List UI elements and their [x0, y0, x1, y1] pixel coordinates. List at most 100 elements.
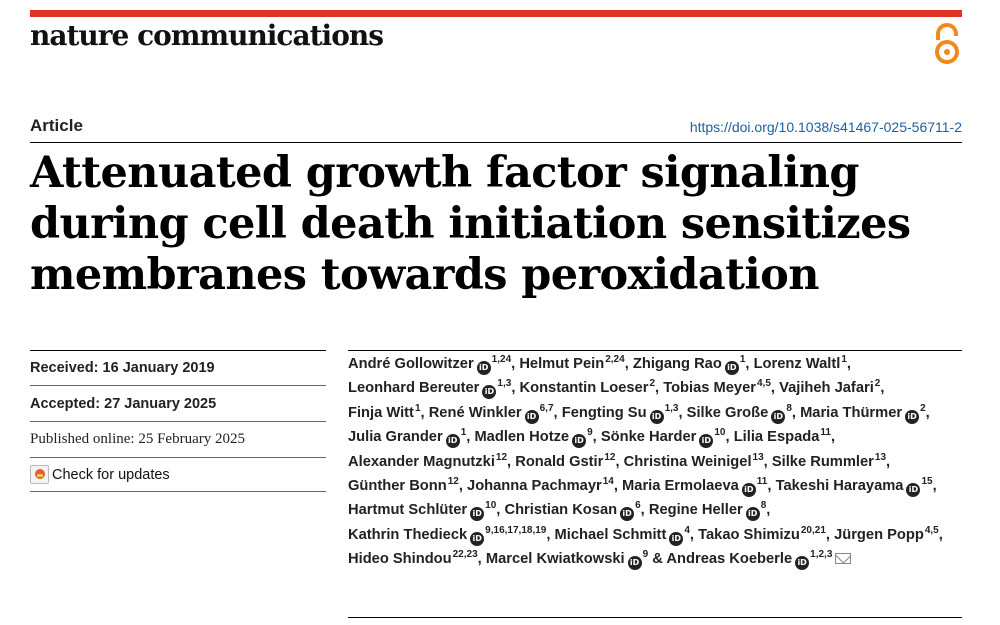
email-icon[interactable]: [835, 553, 852, 565]
author-entry[interactable]: Hideo Shindou22,23,: [348, 549, 482, 568]
author-name[interactable]: Julia Grander: [348, 429, 443, 446]
author-entry[interactable]: Sönke Harder iD10,: [601, 427, 730, 449]
affiliation-superscript[interactable]: 1: [841, 354, 847, 365]
author-entry[interactable]: René Winkler iD6,7,: [429, 402, 558, 424]
orcid-icon[interactable]: iD: [699, 434, 714, 449]
orcid-icon[interactable]: iD: [445, 434, 460, 449]
affiliation-superscript[interactable]: 8: [786, 402, 792, 414]
author-entry[interactable]: Christian Kosan iD6,: [504, 500, 645, 522]
affiliation-superscript[interactable]: 4,5: [924, 524, 939, 536]
author-name[interactable]: Helmut Pein: [519, 356, 605, 372]
author-name[interactable]: Tobias Meyer: [663, 380, 756, 397]
author-entry[interactable]: Marcel Kwiatkowski iD9 &: [486, 550, 663, 571]
author-name[interactable]: André Gollowitzer: [348, 356, 474, 372]
author-entry[interactable]: Kathrin Thedieck iD9,16,17,18,19,: [348, 524, 550, 546]
author-entry[interactable]: Helmut Pein2,24,: [519, 354, 628, 373]
orcid-icon[interactable]: iD: [470, 507, 485, 522]
doi-link[interactable]: https://doi.org/10.1038/s41467-025-56711…: [689, 119, 962, 135]
author-name[interactable]: Christian Kosan: [504, 502, 618, 519]
affiliation-superscript[interactable]: 1,2,3: [810, 549, 833, 561]
author-name[interactable]: Regine Heller: [648, 502, 743, 519]
author-entry[interactable]: Hartmut Schlüter iD10,: [348, 501, 500, 522]
affiliation-superscript[interactable]: 13: [874, 451, 887, 463]
author-entry[interactable]: Takeshi Harayama iD15,: [775, 476, 937, 498]
author-name[interactable]: Vajiheh Jafari: [779, 380, 874, 397]
orcid-icon[interactable]: iD: [741, 483, 756, 498]
author-entry[interactable]: Maria Thürmer iD2,: [800, 402, 930, 424]
affiliation-superscript[interactable]: 11: [820, 427, 831, 439]
affiliation-superscript[interactable]: 2: [920, 402, 926, 414]
author-name[interactable]: Silke Große: [686, 404, 769, 421]
author-entry[interactable]: Finja Witt1,: [348, 402, 425, 421]
affiliation-superscript[interactable]: 22,23: [452, 549, 478, 561]
affiliation-superscript[interactable]: 20,21: [800, 524, 826, 536]
affiliation-superscript[interactable]: 1: [414, 402, 421, 414]
affiliation-superscript[interactable]: 12: [604, 451, 616, 463]
affiliation-superscript[interactable]: 9,16,17,18,19: [485, 524, 547, 536]
author-entry[interactable]: Zhigang Rao iD1,: [632, 354, 749, 375]
affiliation-superscript[interactable]: 2,24: [605, 354, 625, 365]
orcid-icon[interactable]: iD: [470, 531, 485, 546]
orcid-icon[interactable]: iD: [724, 361, 739, 375]
author-name[interactable]: Takao Shimizu: [698, 526, 800, 543]
author-name[interactable]: Ronald Gstir: [515, 453, 604, 470]
author-name[interactable]: Lilia Espada: [733, 429, 820, 446]
affiliation-superscript[interactable]: 1: [739, 354, 746, 365]
orcid-icon[interactable]: iD: [771, 409, 786, 424]
check-for-updates-button[interactable]: Check for updates: [30, 465, 170, 484]
orcid-icon[interactable]: iD: [524, 409, 539, 424]
author-entry[interactable]: Lorenz Waltl1,: [753, 354, 851, 373]
affiliation-superscript[interactable]: 10: [714, 427, 726, 439]
author-entry[interactable]: André Gollowitzer iD1,24,: [348, 355, 515, 375]
author-name[interactable]: Michael Schmitt: [554, 526, 667, 543]
author-entry[interactable]: Christina Weinigel13,: [624, 451, 768, 470]
author-name[interactable]: Alexander Magnutzki: [348, 453, 495, 470]
affiliation-superscript[interactable]: 6,7: [539, 402, 554, 414]
orcid-icon[interactable]: iD: [482, 385, 497, 400]
author-entry[interactable]: Michael Schmitt iD4,: [554, 525, 694, 546]
author-name[interactable]: Günther Bonn: [348, 478, 447, 495]
author-name[interactable]: Hideo Shindou: [348, 551, 452, 568]
affiliation-superscript[interactable]: 12: [495, 451, 508, 463]
orcid-icon[interactable]: iD: [905, 409, 920, 424]
author-entry[interactable]: Alexander Magnutzki12,: [348, 451, 511, 470]
affiliation-superscript[interactable]: 8: [760, 500, 767, 512]
affiliation-superscript[interactable]: 2: [874, 378, 881, 390]
affiliation-superscript[interactable]: 11: [756, 476, 768, 488]
affiliation-superscript[interactable]: 9: [587, 427, 593, 439]
affiliation-superscript[interactable]: 2: [649, 378, 656, 390]
affiliation-superscript[interactable]: 6: [635, 500, 641, 512]
affiliation-superscript[interactable]: 14: [602, 476, 614, 488]
affiliation-superscript[interactable]: 4,5: [756, 378, 771, 390]
author-entry[interactable]: Lilia Espada11,: [733, 427, 835, 446]
orcid-icon[interactable]: iD: [627, 556, 642, 571]
author-name[interactable]: Silke Rummler: [771, 453, 874, 470]
affiliation-superscript[interactable]: 15: [921, 476, 933, 488]
author-name[interactable]: Zhigang Rao: [632, 356, 722, 372]
author-name[interactable]: Kathrin Thedieck: [348, 526, 468, 543]
author-name[interactable]: Takeshi Harayama: [775, 478, 904, 495]
author-name[interactable]: Fengting Su: [561, 404, 647, 421]
author-entry[interactable]: Andreas Koeberle iD1,2,3: [666, 549, 852, 571]
affiliation-superscript[interactable]: 1,3: [497, 378, 512, 390]
author-name[interactable]: Leonhard Bereuter: [348, 380, 480, 397]
author-name[interactable]: Konstantin Loeser: [519, 380, 649, 397]
author-name[interactable]: Lorenz Waltl: [753, 356, 841, 372]
orcid-icon[interactable]: iD: [620, 507, 635, 522]
author-entry[interactable]: Leonhard Bereuter iD1,3,: [348, 378, 515, 400]
author-entry[interactable]: Madlen Hotze iD9,: [474, 427, 597, 449]
author-entry[interactable]: Julia Grander iD1,: [348, 427, 470, 449]
author-name[interactable]: Maria Thürmer: [800, 404, 903, 421]
author-name[interactable]: Finja Witt: [348, 404, 414, 421]
orcid-icon[interactable]: iD: [649, 409, 664, 424]
author-entry[interactable]: Konstantin Loeser2,: [519, 378, 660, 397]
affiliation-superscript[interactable]: 12: [447, 476, 459, 488]
orcid-icon[interactable]: iD: [476, 361, 491, 375]
author-entry[interactable]: Ronald Gstir12,: [515, 451, 619, 470]
author-name[interactable]: Maria Ermolaeva: [622, 478, 739, 495]
author-entry[interactable]: Silke Große iD8,: [686, 402, 796, 424]
author-entry[interactable]: Maria Ermolaeva iD11,: [622, 476, 771, 498]
affiliation-superscript[interactable]: 13: [752, 451, 764, 463]
author-entry[interactable]: Silke Rummler13,: [771, 451, 890, 470]
affiliation-superscript[interactable]: 1: [460, 427, 467, 439]
